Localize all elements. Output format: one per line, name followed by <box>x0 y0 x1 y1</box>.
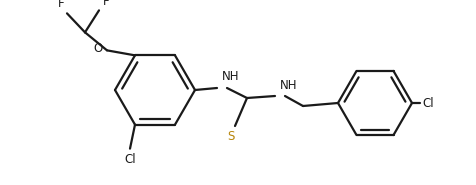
Text: F: F <box>103 0 109 8</box>
Text: NH: NH <box>279 79 297 92</box>
Text: NH: NH <box>221 70 239 83</box>
Text: O: O <box>94 42 103 55</box>
Text: F: F <box>58 0 64 10</box>
Text: Cl: Cl <box>124 153 136 166</box>
Text: S: S <box>227 130 234 143</box>
Text: Cl: Cl <box>421 97 433 110</box>
